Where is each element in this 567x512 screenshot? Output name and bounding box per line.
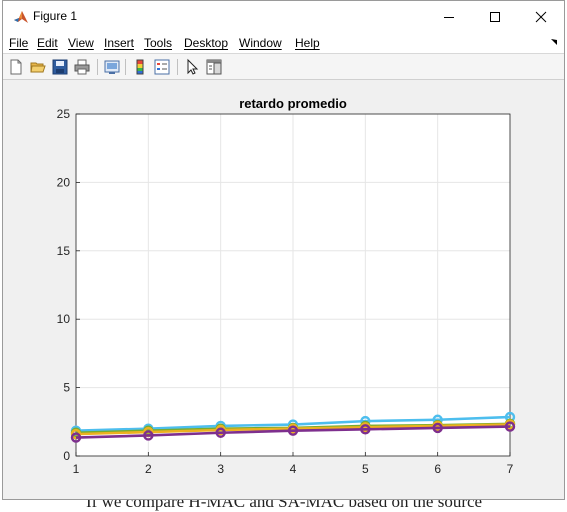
data-point — [215, 427, 226, 438]
close-icon — [535, 11, 547, 23]
menu-bar: File Edit View Insert Tools Desktop Wind… — [3, 33, 564, 54]
data-point — [70, 432, 82, 443]
y-tick-label: 25 — [57, 107, 71, 121]
window-title: Figure 1 — [33, 9, 78, 23]
toolbar — [3, 54, 564, 80]
minimize-icon — [444, 17, 454, 18]
line-chart[interactable]: 1 2 3 4 5 6 7 0 5 10 15 20 25 retardo promedio — [3, 80, 564, 500]
print-icon[interactable] — [73, 58, 91, 76]
insert-colorbar-icon[interactable] — [131, 58, 149, 76]
menu-file[interactable]: File — [9, 36, 29, 50]
dock-arrow-icon[interactable] — [550, 38, 558, 46]
title-bar[interactable]: Figure 1 — [3, 1, 564, 33]
maximize-icon — [490, 12, 500, 22]
insert-legend-icon[interactable] — [153, 58, 171, 76]
x-tick-label: 7 — [507, 462, 514, 476]
data-point — [360, 424, 371, 435]
toolbar-separator — [177, 59, 178, 75]
link-plot-icon[interactable] — [103, 58, 121, 76]
y-tick-label: 20 — [57, 175, 71, 189]
data-point — [70, 428, 82, 440]
data-point — [287, 425, 299, 436]
x-tick-label: 6 — [434, 462, 441, 476]
y-tick-label: 15 — [57, 244, 71, 258]
toolbar-separator — [125, 59, 126, 75]
axis-ticks: 1 2 3 4 5 6 7 0 5 10 15 20 25 — [57, 107, 514, 476]
figure-canvas[interactable]: 1 2 3 4 5 6 7 0 5 10 15 20 25 retardo promedio — [3, 80, 564, 500]
matlab-icon — [14, 11, 28, 23]
data-point — [143, 430, 154, 441]
menu-window[interactable]: Window — [239, 36, 282, 50]
series-line-4 — [75, 425, 511, 439]
y-tick-label: 0 — [63, 449, 70, 463]
data-point — [432, 422, 443, 434]
x-tick-label: 5 — [362, 462, 369, 476]
menu-view[interactable]: View — [68, 36, 94, 50]
menu-desktop[interactable]: Desktop — [184, 36, 229, 50]
menu-help[interactable]: Help — [295, 36, 320, 50]
x-tick-label: 2 — [145, 462, 152, 476]
menu-tools[interactable]: Tools — [144, 36, 173, 50]
open-file-icon[interactable] — [29, 58, 47, 76]
x-tick-label: 4 — [290, 462, 297, 476]
y-tick-label: 5 — [63, 381, 70, 395]
save-icon[interactable] — [51, 58, 69, 76]
x-tick-label: 3 — [217, 462, 224, 476]
y-tick-label: 10 — [57, 312, 71, 326]
toolbar-separator — [97, 59, 98, 75]
minimize-button[interactable] — [426, 1, 472, 33]
data-point — [504, 421, 516, 432]
chart-title: retardo promedio — [239, 96, 347, 111]
edit-plot-icon[interactable] — [183, 58, 201, 76]
menu-edit[interactable]: Edit — [37, 36, 58, 50]
property-inspector-icon[interactable] — [205, 58, 223, 76]
maximize-button[interactable] — [472, 1, 518, 33]
menu-insert[interactable]: Insert — [104, 36, 135, 50]
figure-window[interactable]: Figure 1 File Edit View Insert Tools Des… — [2, 0, 565, 500]
new-figure-icon[interactable] — [7, 58, 25, 76]
x-tick-label: 1 — [73, 462, 80, 476]
series-lines — [70, 411, 516, 443]
close-button[interactable] — [518, 1, 564, 33]
